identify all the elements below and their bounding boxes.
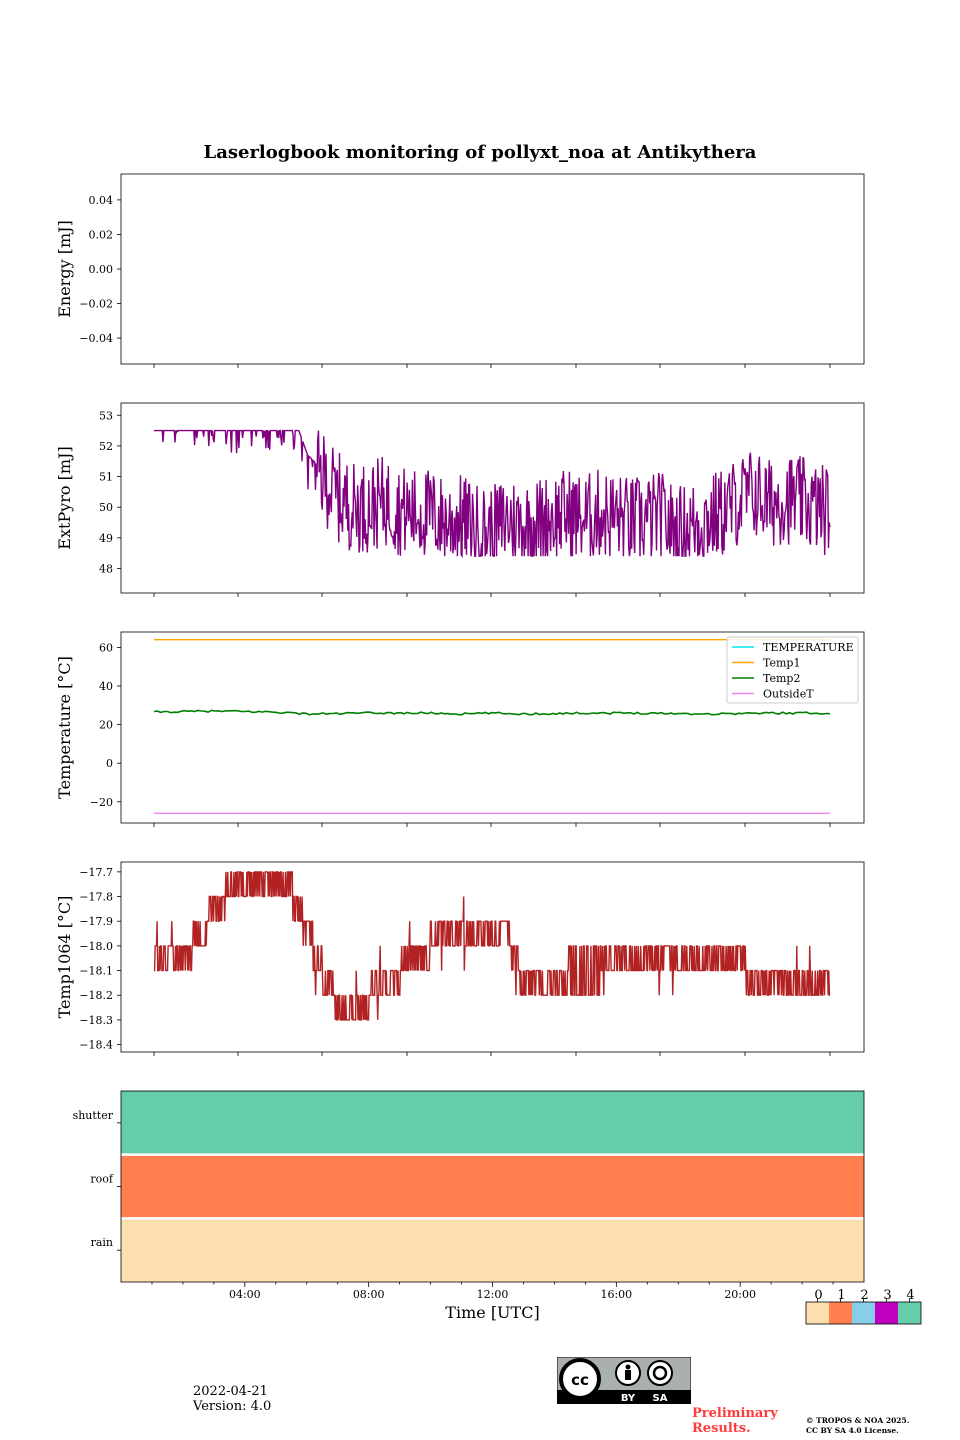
svg-text:cc: cc — [571, 1371, 589, 1389]
legend-label: Temp1 — [763, 657, 800, 670]
x-tick-label: 12:00 — [477, 1288, 509, 1301]
status-row-roof — [121, 1154, 864, 1219]
copyright-note: © TROPOS & NOA 2025. CC BY SA 4.0 Licens… — [806, 1416, 909, 1436]
x-tick-label: 04:00 — [229, 1288, 261, 1301]
colorbar-label: 2 — [860, 1288, 868, 1303]
y-tick-label: −17.7 — [79, 866, 113, 879]
row-label: roof — [90, 1173, 114, 1186]
version-label: Version: 4.0 — [193, 1399, 272, 1414]
y-tick-label: 0 — [106, 757, 113, 770]
copyright-line-2: CC BY SA 4.0 License. — [806, 1426, 899, 1435]
y-axis-label: Temperature [°C] — [55, 656, 74, 799]
y-tick-label: 0.02 — [89, 228, 114, 241]
legend-label: OutsideT — [763, 688, 814, 701]
figure-title: Laserlogbook monitoring of pollyxt_noa a… — [204, 142, 757, 163]
cc-license-badge: cc BY SA — [557, 1357, 691, 1404]
row-label: shutter — [73, 1109, 114, 1122]
extpyro-series-line — [154, 429, 831, 559]
colorbar-segment — [852, 1302, 875, 1324]
x-tick-label: 08:00 — [353, 1288, 385, 1301]
y-tick-label: −18.4 — [79, 1039, 113, 1052]
colorbar-label: 0 — [814, 1288, 822, 1303]
sa-icon — [647, 1360, 673, 1386]
sa-label: SA — [653, 1393, 668, 1404]
date-version-block: 2022-04-21 Version: 4.0 — [193, 1384, 271, 1414]
y-tick-label: 51 — [99, 471, 113, 484]
axes-frame — [120, 861, 865, 1053]
energy-panel: −0.04 −0.02 0.00 0.02 0.04 Energy [mJ] — [55, 173, 865, 368]
preliminary-line-1: Preliminary — [692, 1406, 778, 1421]
y-axis-label: ExtPyro [mJ] — [55, 446, 74, 549]
y-axis-label: Temp1064 [°C] — [55, 896, 74, 1019]
axes-frame — [120, 173, 865, 365]
colorbar-segment — [875, 1302, 898, 1324]
extpyro-panel: 48 49 50 51 52 53 ExtPyro [mJ] — [55, 402, 865, 597]
y-tick-label: 20 — [99, 719, 113, 732]
y-tick-label: 49 — [99, 532, 113, 545]
y-tick-label: −18.3 — [79, 1014, 113, 1027]
axes-frame — [120, 631, 865, 824]
y-tick-label: 48 — [99, 562, 113, 575]
legend-label: Temp2 — [763, 672, 800, 685]
status-row-shutter — [121, 1091, 864, 1155]
x-tick-label: 16:00 — [600, 1288, 632, 1301]
colorbar-segment — [898, 1302, 921, 1324]
temp1064-panel: −18.4 −18.3 −18.2 −18.1 −18.0 −17.9 −17.8 −17.7… — [55, 861, 865, 1056]
colorbar-frame — [805, 1301, 922, 1325]
colorbar-segment — [806, 1302, 829, 1324]
legend-label: TEMPERATURE — [763, 641, 854, 654]
temp1064-series-line — [153, 871, 831, 1021]
status-row-rain — [121, 1218, 864, 1282]
colorbar-label: 1 — [837, 1288, 845, 1303]
preliminary-line-2: Results. — [692, 1421, 751, 1436]
y-tick-label: −18.1 — [79, 965, 113, 978]
y-tick-label: 40 — [99, 680, 113, 693]
status-panel: shutter roof rain 04:00 08:00 12:00 16:00 20:00… — [73, 1090, 865, 1322]
axes-frame — [120, 402, 865, 594]
preliminary-note: Preliminary Results. — [692, 1406, 778, 1436]
temperature-panel: −20 0 20 40 60 Temperature [°C] TEMPERATURE Tem… — [55, 631, 865, 827]
y-tick-label: 52 — [99, 440, 113, 453]
y-tick-label: −18.2 — [79, 989, 113, 1002]
y-tick-label: −0.04 — [79, 332, 113, 345]
y-tick-label: 0.00 — [89, 263, 114, 276]
by-label: BY — [621, 1393, 636, 1404]
y-tick-label: 50 — [99, 501, 113, 514]
colorbar-segment — [829, 1302, 852, 1324]
temp2-series-line — [153, 709, 831, 716]
row-label: rain — [91, 1236, 113, 1249]
y-tick-label: −18.0 — [79, 940, 113, 953]
y-tick-label: 0.04 — [89, 194, 114, 207]
colorbar-label: 3 — [883, 1288, 891, 1303]
cc-icon — [559, 1358, 601, 1400]
copyright-line-1: © TROPOS & NOA 2025. — [806, 1416, 910, 1425]
y-tick-label: −0.02 — [79, 298, 113, 311]
y-tick-label: 53 — [99, 409, 113, 422]
y-tick-label: −17.8 — [79, 891, 113, 904]
x-axis-label: Time [UTC] — [445, 1303, 539, 1322]
legend-box — [726, 636, 859, 704]
y-axis-label: Energy [mJ] — [55, 220, 74, 318]
colorbar-label: 4 — [906, 1288, 914, 1303]
x-tick-label: 20:00 — [724, 1288, 756, 1301]
y-tick-label: −20 — [90, 796, 113, 809]
date-label: 2022-04-21 — [193, 1384, 268, 1399]
y-tick-label: 60 — [99, 641, 113, 654]
y-tick-label: −17.9 — [79, 915, 113, 928]
